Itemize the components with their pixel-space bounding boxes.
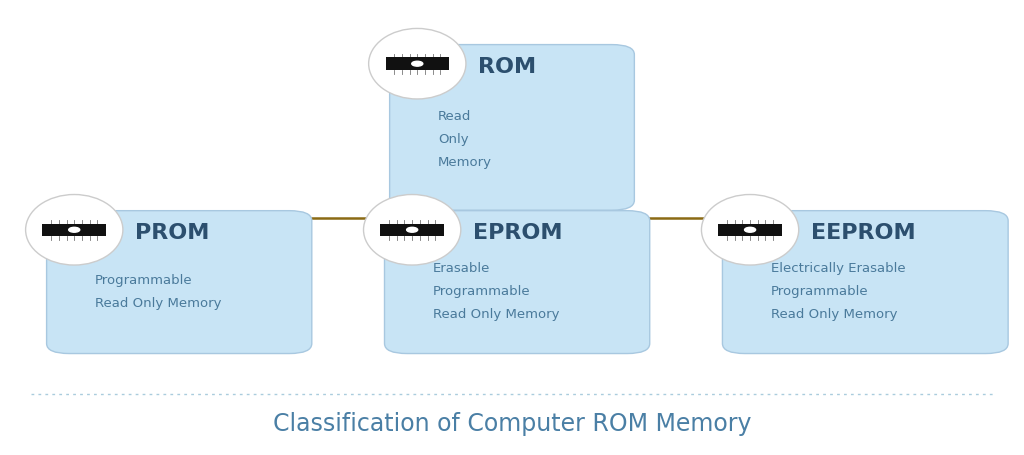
Circle shape	[407, 228, 418, 232]
FancyBboxPatch shape	[381, 223, 444, 236]
FancyBboxPatch shape	[385, 57, 449, 70]
Text: Classification of Computer ROM Memory: Classification of Computer ROM Memory	[272, 412, 752, 436]
Circle shape	[412, 61, 423, 66]
Ellipse shape	[701, 195, 799, 265]
Circle shape	[744, 228, 756, 232]
Text: Electrically Erasable
Programmable
Read Only Memory: Electrically Erasable Programmable Read …	[771, 263, 905, 321]
Text: Read
Only
Memory: Read Only Memory	[438, 110, 492, 168]
FancyBboxPatch shape	[719, 223, 782, 236]
FancyBboxPatch shape	[46, 211, 311, 354]
Text: EEPROM: EEPROM	[811, 223, 915, 243]
Text: Erasable
Programmable
Read Only Memory: Erasable Programmable Read Only Memory	[433, 263, 559, 321]
Text: Programmable
Read Only Memory: Programmable Read Only Memory	[94, 274, 221, 310]
Text: PROM: PROM	[135, 223, 210, 243]
Ellipse shape	[364, 195, 461, 265]
Text: EPROM: EPROM	[473, 223, 562, 243]
Text: ROM: ROM	[478, 57, 537, 77]
FancyBboxPatch shape	[385, 211, 650, 354]
FancyBboxPatch shape	[723, 211, 1008, 354]
Ellipse shape	[26, 195, 123, 265]
FancyBboxPatch shape	[389, 45, 634, 210]
Circle shape	[69, 228, 80, 232]
FancyBboxPatch shape	[42, 223, 106, 236]
Ellipse shape	[369, 28, 466, 99]
